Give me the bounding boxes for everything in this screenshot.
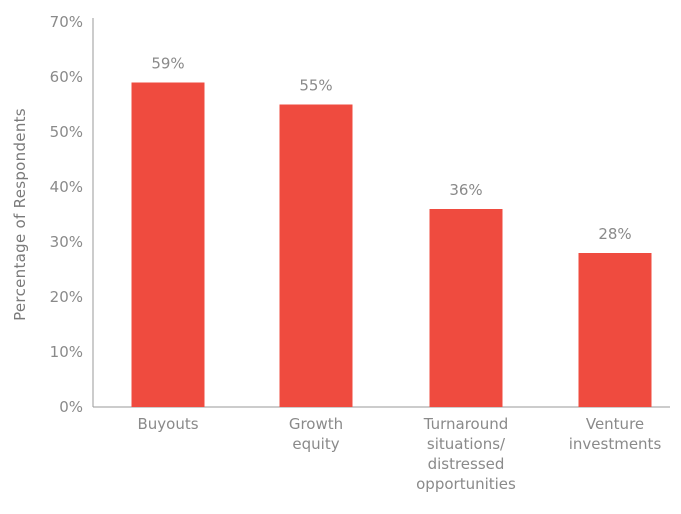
x-category-label-line: distressed	[428, 455, 505, 473]
bars	[131, 82, 652, 407]
y-tick-label: 20%	[50, 288, 83, 306]
bar	[279, 104, 353, 407]
data-label: 36%	[449, 181, 482, 199]
y-axis-ticks: 0% 10% 20% 30% 40% 50% 60% 70%	[50, 13, 83, 416]
bar	[429, 209, 503, 407]
data-label: 28%	[598, 225, 631, 243]
bar	[131, 82, 205, 407]
data-labels: 59% 55% 36% 28%	[151, 55, 631, 244]
x-category-label-line: Growth	[289, 415, 343, 433]
data-label: 59%	[151, 55, 184, 73]
x-category-label-line: investments	[569, 435, 662, 453]
x-category-label: Buyouts	[137, 415, 198, 433]
y-tick-label: 0%	[59, 398, 83, 416]
data-label: 55%	[299, 77, 332, 95]
y-tick-label: 60%	[50, 68, 83, 86]
y-tick-label: 30%	[50, 233, 83, 251]
y-tick-label: 10%	[50, 343, 83, 361]
x-category-label-line: situations/	[427, 435, 506, 453]
x-category-label-line: Venture	[586, 415, 644, 433]
x-category-label-line: opportunities	[416, 475, 516, 493]
x-category-label-line: Buyouts	[137, 415, 198, 433]
y-tick-label: 70%	[50, 13, 83, 31]
bar	[578, 253, 652, 407]
x-category-label: Growth equity	[289, 415, 343, 453]
y-tick-label: 40%	[50, 178, 83, 196]
x-category-label-line: Turnaround	[423, 415, 509, 433]
x-category-label: Turnaround situations/distressed opportuni…	[416, 415, 516, 493]
y-axis-title: Percentage of Respondents	[11, 108, 29, 321]
y-tick-label: 50%	[50, 123, 83, 141]
x-axis-categories: Buyouts Growth equity Turnaround situations/…	[137, 415, 661, 493]
x-category-label: Venture investments	[569, 415, 662, 453]
x-category-label-line: equity	[292, 435, 339, 453]
